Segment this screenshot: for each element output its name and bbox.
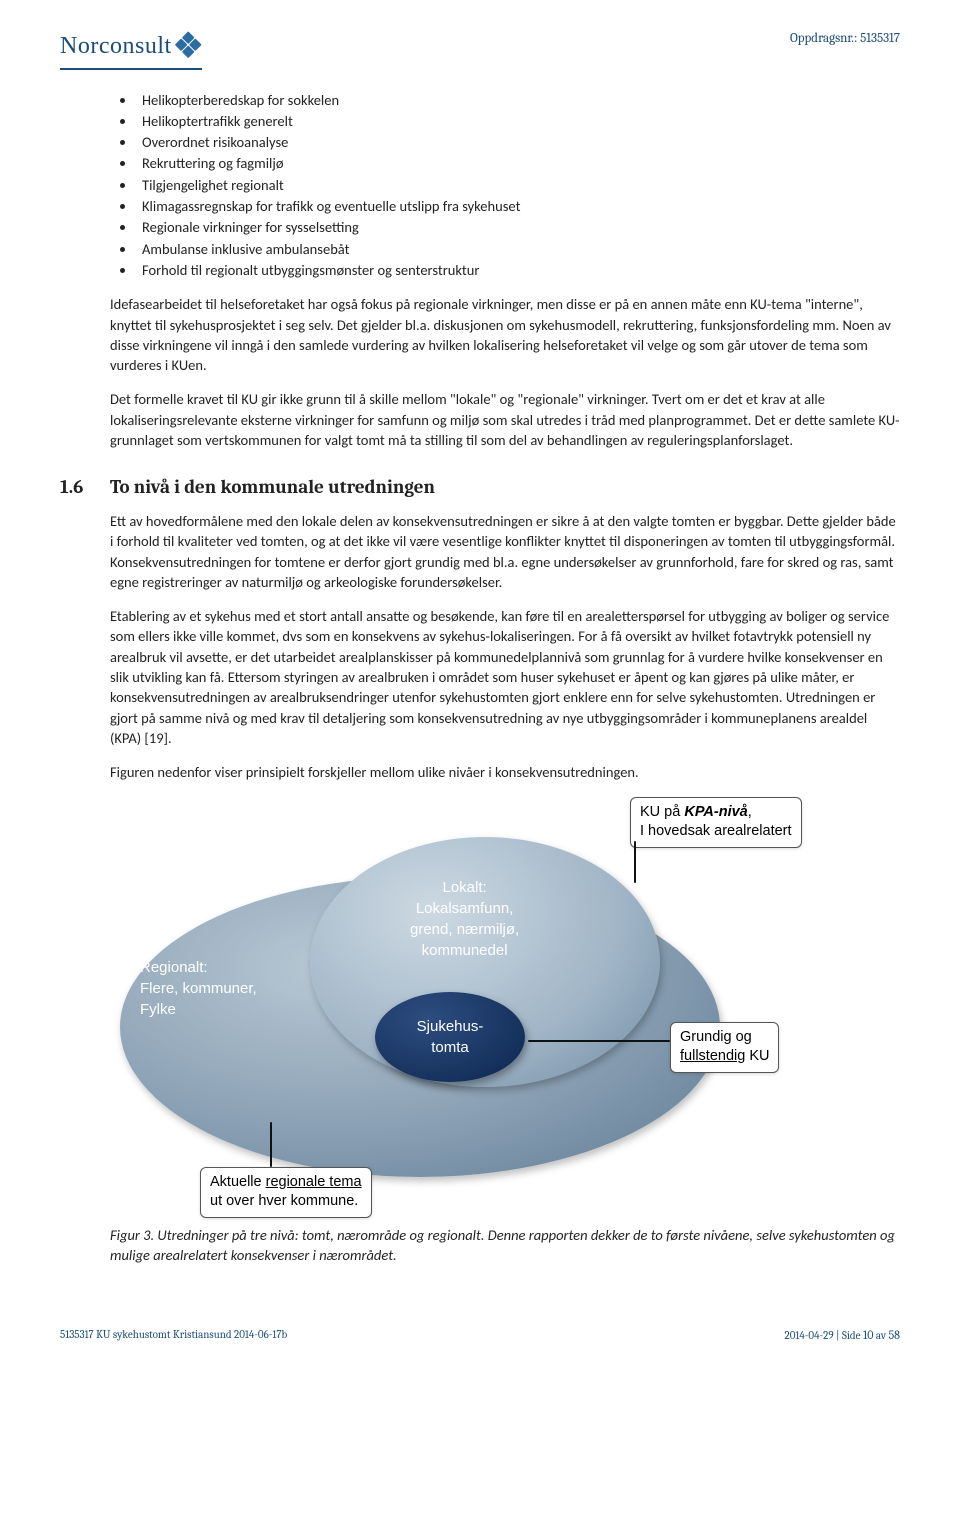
list-item: Klimagassregnskap for trafikk og eventue… xyxy=(136,196,900,216)
footer-right: 2014-04-29 | Side 10 av 58 xyxy=(785,1327,900,1344)
paragraph: Ett av hovedformålene med den lokale del… xyxy=(110,511,900,592)
section-title: To nivå i den kommunale utredningen xyxy=(110,474,900,501)
section-number: 1.6 xyxy=(60,474,92,1279)
list-item: Ambulanse inklusive ambulansebåt xyxy=(136,239,900,259)
connector xyxy=(634,841,636,883)
section-1-6: 1.6 To nivå i den kommunale utredningen … xyxy=(60,474,900,1279)
connector xyxy=(528,1040,670,1042)
figure-caption: Figur 3. Utredninger på tre nivå: tomt, … xyxy=(110,1225,900,1266)
body-content: Helikopterberedskap for sokkelen Helikop… xyxy=(60,90,900,451)
page-header: Norconsult Oppdragsnr.: 5135317 xyxy=(60,30,900,70)
brand-logo: Norconsult xyxy=(60,30,202,70)
list-item: Rekruttering og fagmiljø xyxy=(136,153,900,173)
local-label: Lokalt: Lokalsamfunn, grend, nærmiljø, k… xyxy=(410,877,519,961)
logo-text: Norconsult xyxy=(60,30,172,64)
page-footer: 5135317 KU sykehustomt Kristiansund 2014… xyxy=(60,1319,900,1344)
list-item: Helikoptertrafikk generelt xyxy=(136,111,900,131)
paragraph: Idefasearbeidet til helseforetaket har o… xyxy=(110,294,900,375)
venn-diagram: Sjukehus- tomta Lokalt: Lokalsamfunn, gr… xyxy=(110,797,900,1217)
list-item: Overordnet risikoanalyse xyxy=(136,132,900,152)
list-item: Forhold til regionalt utbyggingsmønster … xyxy=(136,260,900,280)
list-item: Regionale virkninger for sysselsetting xyxy=(136,217,900,237)
connector xyxy=(270,1122,272,1167)
list-item: Helikopterberedskap for sokkelen xyxy=(136,90,900,110)
bullet-list: Helikopterberedskap for sokkelen Helikop… xyxy=(110,90,900,281)
ellipse-core: Sjukehus- tomta xyxy=(375,992,525,1082)
core-label: Sjukehus- tomta xyxy=(417,1016,484,1058)
callout-kpa: KU på KPA-nivå, I hovedsak arealrelatert xyxy=(630,797,802,848)
paragraph: Etablering av et sykehus med et stort an… xyxy=(110,606,900,748)
list-item: Tilgjengelighet regionalt xyxy=(136,175,900,195)
regional-label: Regionalt: Flere, kommuner, Fylke xyxy=(140,957,257,1020)
project-number: Oppdragsnr.: 5135317 xyxy=(790,30,900,48)
footer-left: 5135317 KU sykehustomt Kristiansund 2014… xyxy=(60,1327,287,1344)
callout-fullku: Grundig og fullstendig KU xyxy=(670,1022,779,1073)
callout-regional-tema: Aktuelle regionale tema ut over hver kom… xyxy=(200,1167,372,1218)
paragraph: Det formelle kravet til KU gir ikke grun… xyxy=(110,389,900,450)
logo-icon xyxy=(174,32,204,62)
document-page: Norconsult Oppdragsnr.: 5135317 Helikopt… xyxy=(0,0,960,1364)
paragraph: Figuren nedenfor viser prinsipielt forsk… xyxy=(110,762,900,782)
